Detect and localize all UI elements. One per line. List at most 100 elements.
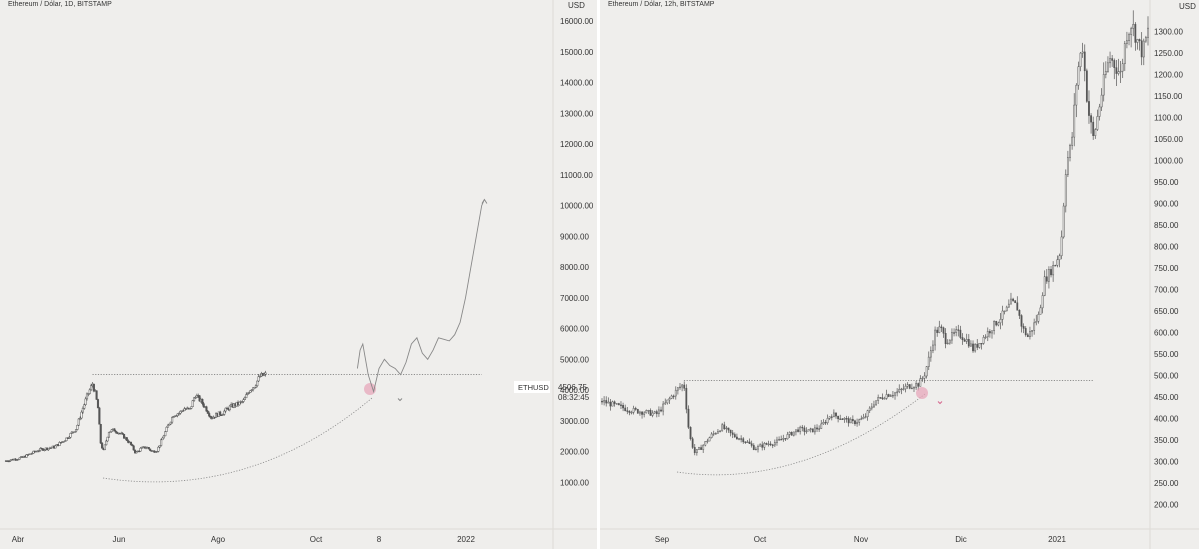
candle-body	[1134, 24, 1137, 43]
currency-label-right: USD	[1179, 2, 1196, 11]
candle-body	[951, 332, 953, 341]
chart-panel-left[interactable]: Ethereum / Dólar, 1D, BITSTAMP USD 16000…	[0, 0, 597, 549]
candle-body	[88, 389, 91, 394]
candle-body	[660, 409, 662, 412]
candle-body	[814, 427, 816, 433]
candle-body	[687, 408, 690, 428]
time-tick-label: Abr	[12, 535, 25, 544]
price-tick-label: 5000.00	[560, 355, 589, 364]
candle-body	[997, 322, 1000, 326]
candle-body	[991, 330, 993, 334]
candle-body	[870, 406, 873, 409]
candle-body	[1003, 310, 1006, 312]
drawings-right	[676, 380, 1094, 476]
candle-body	[84, 398, 87, 405]
price-axis-right[interactable]	[1150, 0, 1199, 549]
candle-body	[803, 427, 806, 432]
candle-body	[670, 395, 673, 399]
chart-panel-right[interactable]: Ethereum / Dólar, 12h, BITSTAMP USD 1300…	[600, 0, 1199, 549]
candle-body	[1022, 326, 1025, 329]
candle-body	[729, 429, 732, 434]
chart-canvas-right[interactable]: USD 1300.00 1250.00 1200.00 1150.00 1100.00 1…	[600, 0, 1199, 549]
candle-body	[149, 448, 152, 451]
candle-body	[841, 418, 844, 420]
candle-body	[980, 342, 983, 345]
candle-body	[32, 450, 35, 454]
candle-body	[1100, 94, 1103, 108]
candle-body	[887, 394, 890, 397]
candle-body	[1085, 70, 1088, 102]
candle-body	[1094, 129, 1097, 137]
candle-body	[811, 428, 814, 433]
candle-body	[908, 384, 911, 389]
candle-body	[940, 326, 943, 329]
candle-body	[759, 444, 762, 447]
candle-body	[1026, 334, 1029, 337]
candle-body	[1060, 236, 1063, 257]
price-axis-left[interactable]	[553, 0, 597, 549]
breakout-highlight	[916, 387, 928, 399]
candle-body	[603, 400, 606, 403]
candle-body	[110, 429, 113, 432]
chart-canvas-left[interactable]: USD 16000.00 15000.00 14000.00 13000.00 1200…	[0, 0, 597, 549]
candle-body	[1142, 40, 1145, 58]
candle-body	[666, 399, 669, 404]
candle-body	[1075, 84, 1078, 106]
candle-body	[69, 433, 72, 438]
candle-body	[241, 401, 244, 403]
candle-body	[719, 430, 721, 432]
candle-body	[1031, 330, 1033, 332]
candle-body	[854, 420, 856, 425]
candle-body	[132, 445, 135, 451]
price-tick-label: 9000.00	[560, 232, 589, 241]
candle-body	[843, 418, 846, 420]
candle-body	[250, 389, 253, 391]
candle-body	[782, 438, 785, 440]
candle-body	[162, 435, 165, 439]
price-tick-label: 1000.00	[560, 478, 589, 487]
candle-body	[839, 418, 842, 420]
candle-body	[873, 404, 875, 408]
candle-body	[613, 401, 616, 404]
candle-body	[740, 438, 743, 440]
candle-body	[736, 436, 738, 440]
candle-body	[258, 376, 262, 378]
candle-body	[138, 450, 141, 453]
candle-body	[765, 443, 768, 445]
candle-body	[988, 331, 991, 334]
candle-body	[1012, 298, 1014, 301]
candle-body	[636, 409, 639, 414]
candle-body	[54, 445, 57, 449]
time-tick-label: Sep	[655, 535, 670, 544]
candle-body	[202, 403, 205, 408]
candle-body	[978, 342, 981, 348]
price-tick-label: 16000.00	[560, 17, 594, 26]
candle-body	[832, 412, 835, 418]
candle-body	[615, 403, 618, 405]
cup-curve	[102, 397, 373, 483]
candle-body	[1121, 63, 1124, 72]
candle-body	[820, 423, 823, 429]
candle-body	[605, 400, 608, 404]
candle-body	[198, 395, 201, 402]
candle-body	[77, 418, 80, 426]
candle-body	[1144, 37, 1147, 42]
candle-body	[1018, 310, 1021, 316]
candle-body	[649, 410, 652, 416]
candle-body	[824, 422, 827, 424]
time-tick-label: Jun	[113, 535, 126, 544]
candle-body	[1083, 51, 1086, 72]
candle-body	[676, 387, 679, 391]
candle-body	[17, 458, 20, 461]
candle-body	[910, 387, 913, 390]
candle-body	[1073, 104, 1076, 138]
price-tick-label: 450.00	[1154, 393, 1179, 402]
price-tag-countdown: 08:32:45	[558, 393, 590, 402]
candle-body	[1132, 24, 1135, 29]
candle-body	[929, 350, 932, 358]
candle-body	[885, 394, 888, 399]
candle-body	[1136, 39, 1139, 43]
candle-body	[999, 319, 1002, 324]
breakout-highlight	[364, 383, 376, 395]
price-tick-label: 1100.00	[1154, 113, 1183, 122]
